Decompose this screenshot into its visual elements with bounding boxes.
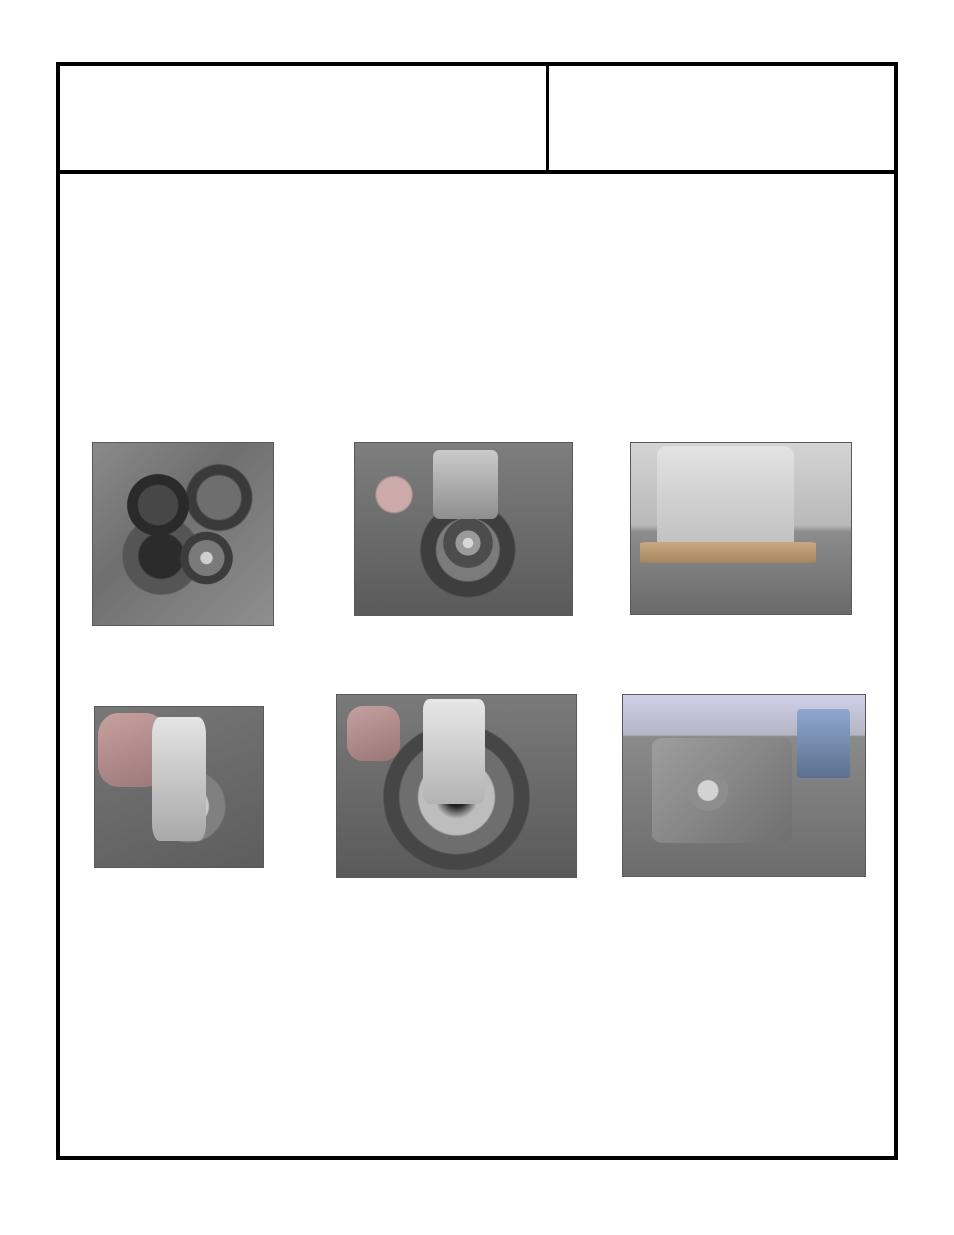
figure-b1 — [94, 706, 264, 868]
page-frame — [56, 62, 898, 1160]
figure-a1 — [92, 442, 274, 626]
figure-b2 — [336, 694, 577, 878]
header-cell-left — [60, 66, 549, 170]
figure-row-a — [60, 442, 894, 626]
header-row — [60, 66, 894, 174]
figure-a3 — [630, 442, 852, 615]
figure-row-b — [60, 694, 894, 878]
figure-b3 — [622, 694, 866, 877]
figure-a2 — [354, 442, 573, 616]
header-cell-right — [549, 66, 894, 170]
content-area — [60, 174, 894, 1156]
